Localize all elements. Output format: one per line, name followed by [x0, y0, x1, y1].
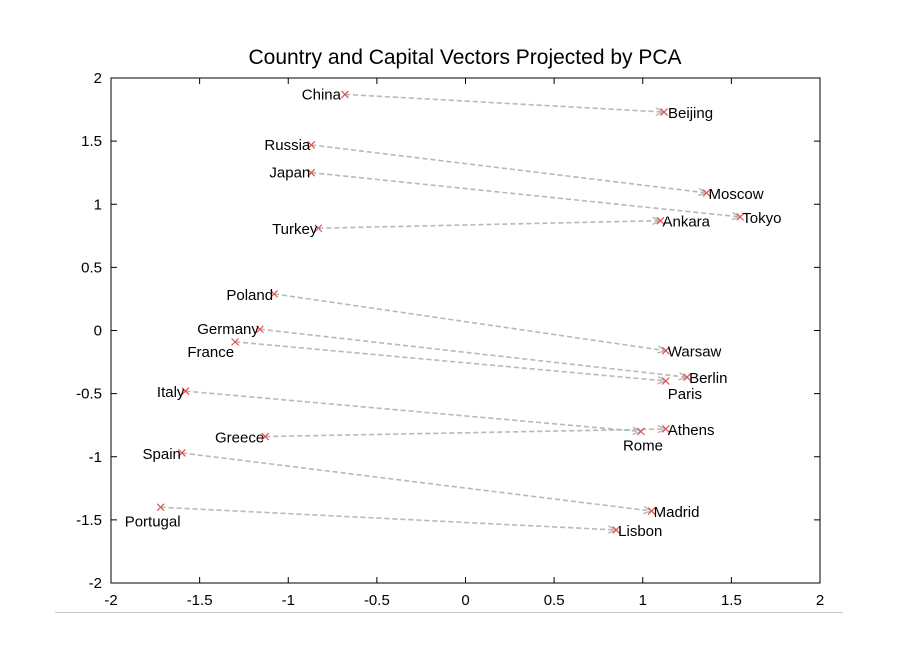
x-tick-label: 0 — [461, 592, 469, 609]
point-label-berlin: Berlin — [689, 370, 727, 387]
point-marker-madrid — [647, 507, 656, 515]
point-marker-ankara — [656, 216, 665, 225]
point-label-warsaw: Warsaw — [668, 344, 722, 361]
point-marker-russia — [307, 140, 316, 149]
point-marker-italy — [181, 387, 190, 396]
point-marker-poland — [270, 289, 278, 298]
x-axis: -2 -1.5 -1 -0.5 0 0.5 1 1.5 2 — [104, 78, 824, 609]
point-marker-spain — [177, 449, 186, 457]
x-tick-label: 1 — [639, 592, 647, 609]
point-label-ankara: Ankara — [662, 214, 710, 231]
point-marker-japan — [307, 168, 316, 177]
point-label-japan: Japan — [269, 165, 310, 182]
point-marker-tokyo — [736, 212, 745, 221]
point-label-turkey: Turkey — [272, 221, 318, 238]
point-label-moscow: Moscow — [709, 186, 764, 203]
point-label-russia: Russia — [264, 137, 311, 154]
point-label-beijing: Beijing — [668, 105, 713, 122]
point-label-poland: Poland — [226, 287, 273, 304]
point-label-madrid: Madrid — [654, 504, 700, 521]
point-label-greece: Greece — [215, 430, 264, 447]
arrow-portugal-to-lisbon — [160, 506, 617, 530]
point-marker-germany — [255, 325, 264, 334]
point-label-paris: Paris — [668, 386, 702, 403]
arrow-russia-to-moscow — [311, 144, 706, 193]
point-label-portugal: Portugal — [125, 513, 181, 530]
point-marker-warsaw — [661, 346, 670, 355]
point-marker-greece — [261, 432, 270, 441]
point-marker-france — [231, 337, 239, 346]
x-tick-label: 0.5 — [544, 592, 565, 609]
point-label-france: France — [187, 344, 234, 361]
x-tick-label: -2 — [104, 592, 117, 609]
arrow-china-to-beijing — [344, 93, 664, 112]
y-tick-label: -2 — [89, 575, 102, 592]
y-tick-label: 0 — [94, 323, 102, 340]
point-marker-lisbon — [612, 526, 621, 534]
point-label-germany: Germany — [197, 321, 259, 338]
chart-title: Country and Capital Vectors Projected by… — [248, 46, 681, 69]
point-label-spain: Spain — [143, 446, 181, 463]
point-label-china: China — [302, 86, 342, 103]
point-marker-paris — [661, 377, 670, 385]
y-tick-label: 2 — [94, 70, 102, 87]
point-marker-berlin — [683, 373, 691, 382]
point-marker-beijing — [660, 108, 668, 117]
arrow-spain-to-madrid — [181, 452, 652, 511]
point-marker-turkey — [314, 224, 323, 233]
y-tick-label: 0.5 — [81, 259, 102, 276]
arrow-france-to-paris — [235, 341, 666, 381]
point-marker-rome — [637, 427, 645, 436]
y-tick-label: -1.5 — [76, 512, 102, 529]
point-label-lisbon: Lisbon — [618, 523, 662, 540]
point-label-tokyo: Tokyo — [742, 210, 781, 227]
y-axis: 2 1.5 1 0.5 0 -0.5 -1 -1.5 -2 — [76, 70, 820, 592]
x-tick-label: -0.5 — [364, 592, 390, 609]
arrow-turkey-to-ankara — [318, 221, 660, 230]
y-tick-label: 1.5 — [81, 133, 102, 150]
figure-background — [55, 28, 843, 613]
point-label-athens: Athens — [668, 422, 715, 439]
x-tick-label: 2 — [816, 592, 824, 609]
arrow-poland-to-warsaw — [273, 293, 666, 351]
y-tick-label: -1 — [89, 449, 102, 466]
y-tick-label: -0.5 — [76, 386, 102, 403]
x-tick-label: -1.5 — [187, 592, 213, 609]
x-tick-label: 1.5 — [721, 592, 742, 609]
point-marker-portugal — [156, 503, 165, 512]
point-marker-moscow — [702, 188, 711, 197]
point-marker-athens — [661, 425, 670, 433]
y-tick-label: 1 — [94, 196, 102, 213]
arrow-italy-to-rome — [185, 390, 641, 431]
point-label-italy: Italy — [157, 384, 185, 401]
point-label-rome: Rome — [623, 438, 663, 455]
x-tick-label: -1 — [282, 592, 295, 609]
arrow-greece-to-athens — [265, 429, 666, 438]
point-marker-china — [341, 90, 349, 99]
plot-marks: China Beijing Russia Moscow Japan Tokyo Turkey… — [125, 86, 782, 540]
